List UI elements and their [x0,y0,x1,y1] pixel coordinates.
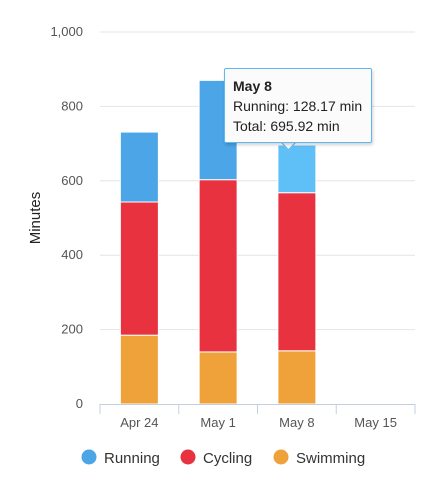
bar-segment-swimming[interactable] [198,351,238,405]
y-tick-label: 800 [61,98,83,113]
legend-marker [180,449,196,465]
y-tick-label: 200 [61,322,83,337]
tooltip-series-value: Running: 128.17 min [233,98,363,114]
x-tick-label: May 8 [279,415,314,430]
bar-segment-cycling[interactable] [198,179,238,353]
y-tick-label: 1,000 [50,24,83,39]
tooltip: May 8 Running: 128.17 min Total: 695.92 … [224,68,372,143]
legend-item-running[interactable]: Running [81,449,160,468]
x-tick-label: Apr 24 [120,415,158,430]
x-axis: Apr 24 May 1 May 8 May 15 [99,404,416,430]
bar-segment-cycling[interactable] [119,201,159,336]
tooltip-total: Total: 695.92 min [233,118,340,134]
x-tick-label: May 1 [200,415,235,430]
bar-segment-swimming[interactable] [119,334,159,405]
bar-segment-running[interactable] [119,131,159,203]
legend-item-swimming[interactable]: Swimming [273,449,366,468]
x-tick-label: May 15 [354,415,397,430]
legend-label: Running [104,450,160,467]
y-axis-ticks: 0 200 400 600 800 1,000 [50,24,83,411]
legend-label: Swimming [296,450,365,467]
legend-marker [81,449,97,465]
y-tick-label: 600 [61,173,83,188]
y-axis-title: Minutes [27,192,44,245]
y-tick-label: 400 [61,247,83,262]
legend: Running Cycling Swimming [81,449,366,468]
legend-marker [273,449,289,465]
bar-segment-swimming[interactable] [277,350,317,405]
bar-segment-running[interactable] [277,144,317,194]
legend-label: Cycling [203,450,252,467]
bar-segment-cycling[interactable] [277,192,317,352]
y-tick-label: 0 [76,396,83,411]
tooltip-title: May 8 [233,78,272,94]
legend-item-cycling[interactable]: Cycling [180,449,253,468]
